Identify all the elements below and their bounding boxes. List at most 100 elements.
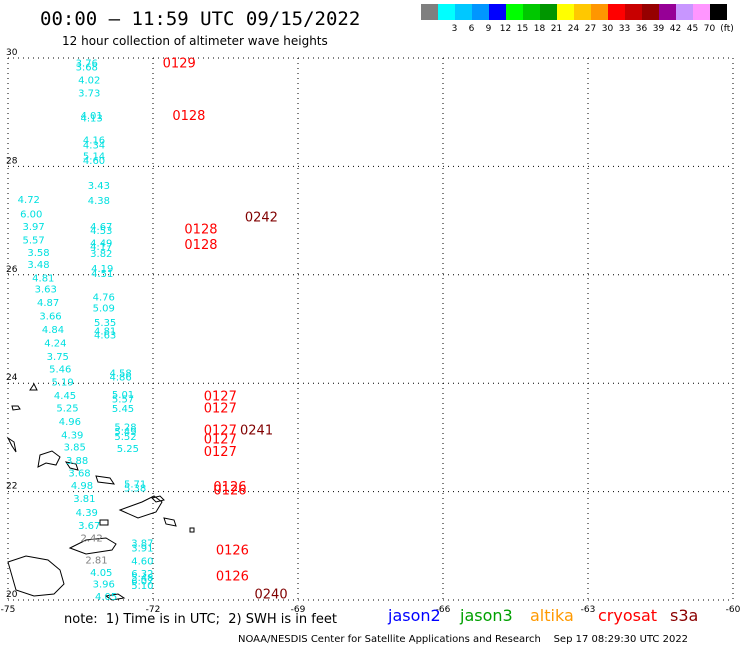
coastline	[29, 383, 38, 391]
wave-height-label: 3.88	[66, 456, 88, 467]
wave-height-label: 3.91	[131, 543, 153, 554]
wave-height-label: 4.51	[91, 269, 113, 280]
wave-height-label: 3.97	[23, 222, 45, 233]
scale-swatch	[455, 4, 472, 20]
wave-height-label: 6.32	[131, 569, 153, 580]
wave-height-label: 3.63	[35, 284, 57, 295]
coastline	[37, 450, 61, 468]
wave-height-label: 3.67	[78, 521, 100, 532]
wave-height-label: 3.87	[131, 539, 153, 550]
legend-item-jason2: jason2	[388, 606, 441, 625]
legend-item-jason3: jason3	[460, 606, 513, 625]
wave-height-label: 5.38	[124, 483, 146, 494]
scale-swatch	[523, 4, 540, 20]
wave-height-label: 5.71	[124, 479, 146, 490]
wave-height-label: 4.16	[83, 135, 105, 146]
scale-swatch	[489, 4, 506, 20]
scale-label: 45	[686, 24, 699, 34]
wave-height-label: 3.58	[27, 248, 49, 259]
scale-swatch	[676, 4, 693, 20]
scale-label: 27	[584, 24, 597, 34]
lat-tick-label: 26	[6, 265, 18, 275]
coastline	[189, 527, 195, 533]
wave-height-label: 5.45	[112, 404, 134, 415]
wave-height-label: 3.68	[68, 469, 90, 480]
wave-height-label: 4.76	[93, 292, 115, 303]
scale-label: 70	[703, 24, 716, 34]
coastline	[99, 519, 109, 526]
wave-height-label: 4.84	[42, 325, 64, 336]
wave-height-label: 4.38	[88, 196, 110, 207]
scale-swatch	[540, 4, 557, 20]
pass-time-label: 0127	[204, 423, 237, 438]
wave-height-label: 4.39	[76, 508, 98, 519]
pass-time-label: 0241	[240, 423, 273, 438]
wave-height-label: 4.34	[83, 141, 105, 152]
coastline	[104, 593, 126, 601]
scale-swatch	[710, 4, 727, 20]
wave-height-label: 5.35	[94, 318, 116, 329]
wave-height-label: 4.58	[110, 368, 132, 379]
wave-height-label: 4.02	[78, 76, 100, 87]
legend-item-s3a: s3a	[670, 606, 699, 625]
wave-height-label: 4.81	[94, 327, 116, 338]
pass-time-label: 0242	[245, 210, 278, 225]
coastline	[7, 555, 65, 597]
wave-height-label: 3.82	[90, 249, 112, 260]
wave-height-label: 5.25	[56, 404, 78, 415]
wave-height-label: 4.13	[81, 114, 103, 125]
coastline	[118, 495, 163, 519]
map-subtitle: 12 hour collection of altimeter wave hei…	[62, 34, 328, 48]
scale-swatch	[506, 4, 523, 20]
wave-height-label: 3.81	[73, 494, 95, 505]
wave-height-label: 2.42	[81, 534, 103, 545]
scale-label: 15	[516, 24, 529, 34]
scale-label: 33	[618, 24, 631, 34]
wave-height-label: 4.81	[32, 274, 54, 285]
lon-tick-label: -66	[436, 605, 451, 615]
pass-time-label: 0127	[204, 432, 237, 447]
wave-height-label: 5.57	[112, 394, 134, 405]
wave-height-label: 4.05	[90, 568, 112, 579]
pass-time-label: 0127	[204, 445, 237, 460]
scale-label: 24	[567, 24, 580, 34]
pass-time-label: 0126	[216, 544, 249, 559]
coastline	[163, 517, 177, 527]
lat-tick-label: 28	[6, 156, 18, 166]
coastline	[6, 436, 17, 453]
wave-height-label: 4.39	[61, 431, 83, 442]
pass-time-label: 0128	[172, 109, 205, 124]
scale-swatch	[642, 4, 659, 20]
wave-height-label: 5.01	[112, 390, 134, 401]
pass-time-label: 0128	[184, 238, 217, 253]
scale-swatch	[421, 4, 438, 20]
wave-height-label: 4.60	[131, 556, 153, 567]
lon-tick-label: -63	[581, 605, 596, 615]
wave-height-label: 4.01	[81, 111, 103, 122]
wave-height-label: 4.86	[110, 373, 132, 384]
lat-tick-label: 20	[6, 590, 18, 600]
coastline	[151, 495, 165, 503]
wave-height-label: 2.81	[85, 555, 107, 566]
wave-height-label: 3.85	[64, 443, 86, 454]
lat-tick-label: 22	[6, 482, 17, 492]
wave-height-label: 4.63	[94, 330, 116, 341]
wave-height-label: 5.25	[117, 444, 139, 455]
pass-time-label: 0126	[213, 483, 246, 498]
scale-swatch	[472, 4, 489, 20]
wave-height-label: 5.14	[83, 152, 105, 163]
wave-height-label: 3.75	[47, 352, 69, 363]
scale-swatch	[557, 4, 574, 20]
wave-height-label: 5.28	[114, 423, 136, 434]
wave-height-label: 4.19	[91, 264, 113, 275]
scale-label: 30	[601, 24, 614, 34]
map-title: 00:00 – 11:59 UTC 09/15/2022	[40, 8, 361, 30]
lon-tick-label: -60	[726, 605, 740, 615]
wave-height-label: 3.73	[78, 89, 100, 100]
pass-time-label: 0126	[213, 480, 246, 495]
wave-height-label: 3.48	[27, 260, 49, 271]
scale-label: 12	[499, 24, 512, 34]
wave-height-label: 4.17	[90, 242, 112, 253]
wave-height-label: 5.52	[114, 432, 136, 443]
scale-unit: (ft)	[720, 24, 734, 34]
